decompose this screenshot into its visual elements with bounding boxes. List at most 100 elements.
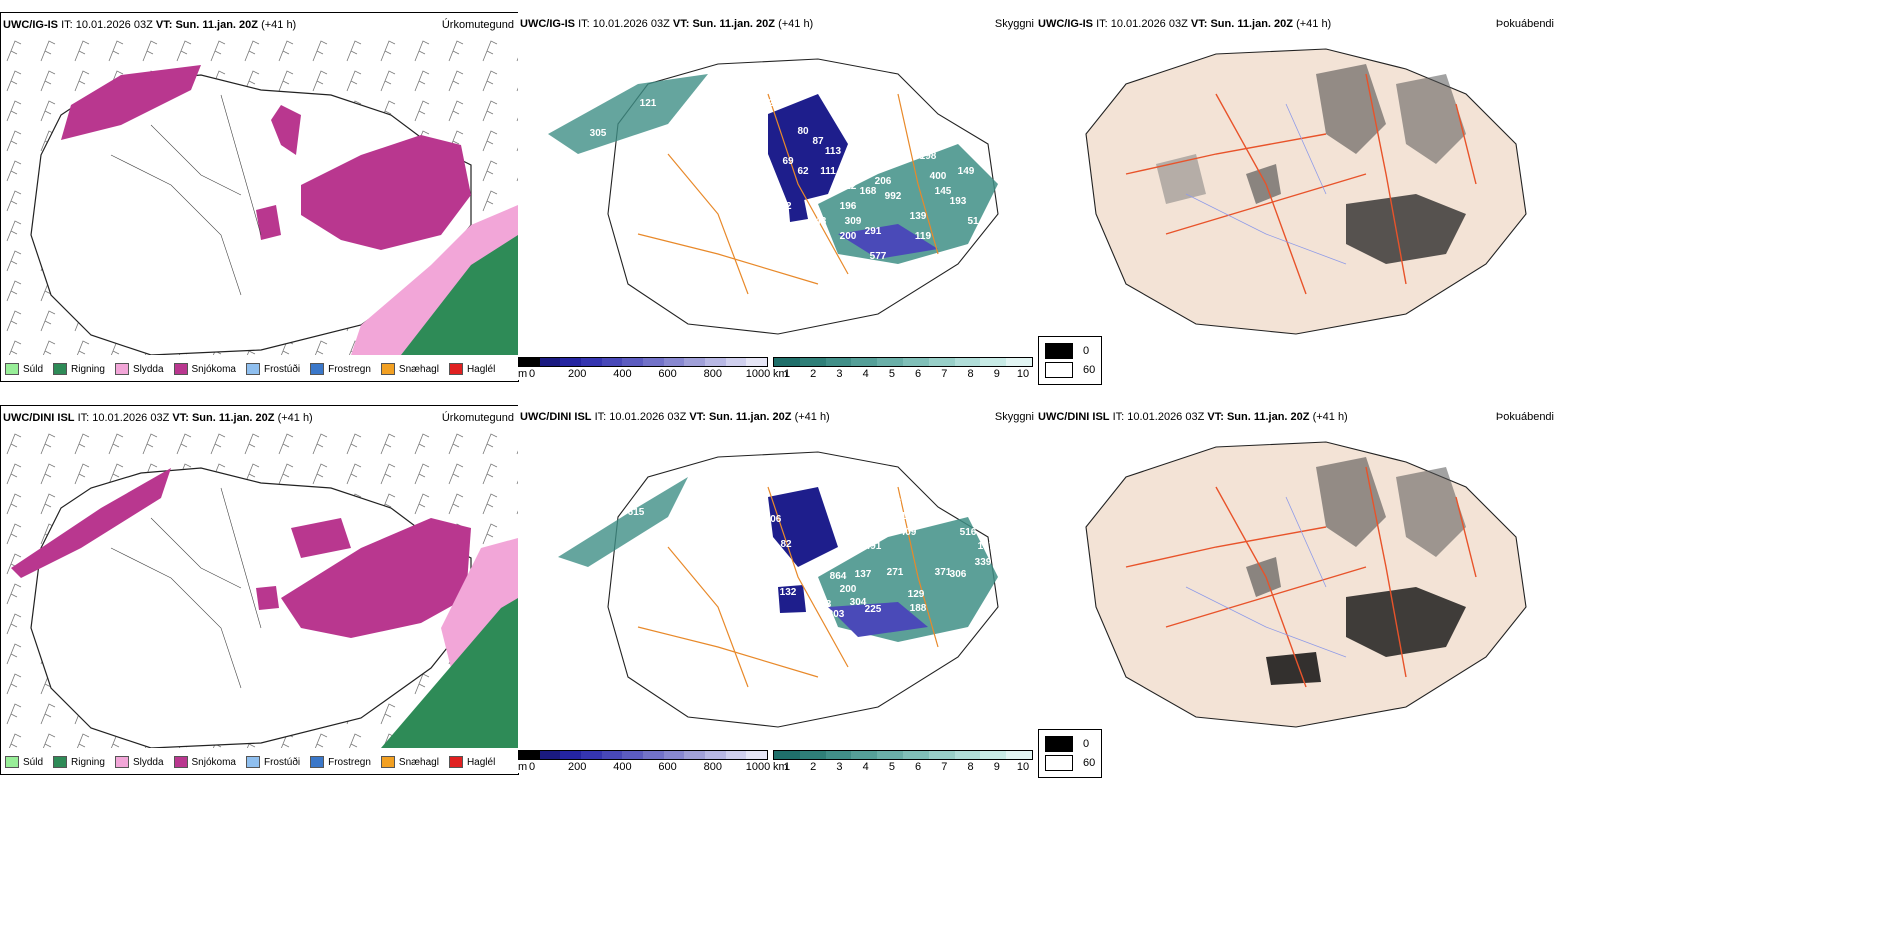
colorbar-step	[622, 358, 644, 366]
colorbar-tick: 7	[941, 368, 948, 380]
colorbar-step	[539, 751, 561, 759]
legend-label: Slydda	[132, 756, 164, 768]
legend-label: Snæhagl	[398, 756, 439, 768]
legend-item: Snæhagl	[380, 756, 439, 768]
visibility-value-label: 82	[780, 539, 792, 550]
visibility-value-label: 400	[930, 171, 947, 182]
colorbar-tick: 200	[568, 368, 587, 380]
colorbar-tick: 1	[783, 761, 791, 773]
colorbar-tick: 5	[888, 368, 895, 380]
colorbar-step	[825, 358, 852, 366]
colorbar-step	[1006, 358, 1032, 366]
colorbar-step	[928, 751, 955, 759]
visibility-value-label: 197	[978, 541, 995, 552]
panel-title: UWC/DINI ISL IT: 10.01.2026 03Z VT: Sun.…	[3, 412, 313, 424]
visibility-value-label: 82	[780, 201, 792, 212]
colorbar-tick: 10	[1016, 368, 1030, 380]
legend-swatch	[310, 363, 325, 375]
visibility-value-label: 168	[860, 186, 877, 197]
legend-label: Frostregn	[328, 756, 371, 768]
legend-swatch	[53, 756, 68, 768]
fog-legend-row: 0	[1045, 736, 1095, 752]
visibility-value-label: 577	[870, 251, 887, 262]
colorbar-step	[684, 358, 706, 366]
colorbar-tick: 1000	[745, 761, 771, 773]
legend-label: Rigning	[71, 756, 105, 768]
visibility-value-label: 113	[825, 146, 842, 157]
colorbar-tick: 3	[836, 761, 843, 773]
colorbar-strip	[773, 750, 1033, 760]
visibility-value-label: 305	[590, 128, 607, 139]
legend-item: Slydda	[114, 756, 164, 768]
legend-item: Snæhagl	[380, 363, 439, 375]
visibility-value-label: 516	[960, 527, 977, 538]
colorbar-tick: 1	[783, 368, 791, 380]
colorbar-tick: 0	[528, 761, 536, 773]
colorbar-strip	[518, 357, 768, 367]
colorbar-step	[601, 751, 623, 759]
legend-swatch	[5, 363, 19, 375]
fog-panel-top: UWC/IG-IS IT: 10.01.2026 03Z VT: Sun. 11…	[1036, 12, 1556, 385]
legend-label: Frostúði	[263, 756, 301, 768]
panel-right-label: Skyggni	[994, 18, 1034, 30]
colorbar-meters: m 0 200 400 600 800 1000	[518, 750, 771, 774]
colorbar-step	[725, 358, 747, 366]
visibility-value-label: 127	[730, 211, 747, 222]
panel-right-label: Skyggni	[994, 411, 1034, 423]
precip-panel-bottom: UWC/DINI ISL IT: 10.01.2026 03Z VT: Sun.…	[0, 405, 519, 775]
panel-title: UWC/IG-IS IT: 10.01.2026 03Z VT: Sun. 11…	[520, 18, 814, 30]
visibility-value-label: 200	[840, 584, 857, 595]
visibility-value-label: 69	[782, 156, 794, 167]
visibility-value-label: 225	[865, 604, 882, 615]
colorbar-tick: 6	[915, 761, 922, 773]
legend-swatch	[53, 363, 68, 375]
legend-label: Frostúði	[263, 363, 301, 375]
colorbar-step	[877, 751, 903, 759]
visibility-value-label: 488	[595, 512, 612, 523]
visibility-value-label: 491	[865, 541, 882, 552]
colorbar-ticks: m 0 200 400 600 800 1000	[518, 367, 770, 381]
colorbar-step	[774, 751, 800, 759]
fog-legend-swatch	[1045, 362, 1073, 378]
colorbar-step	[643, 751, 664, 759]
visibility-value-label: 271	[887, 567, 904, 578]
colorbar-step	[851, 751, 878, 759]
legend-item: Snjókoma	[173, 756, 236, 768]
legend-swatch	[173, 363, 188, 375]
colorbar-tick: 7	[941, 761, 948, 773]
visibility-value-label: 409	[900, 527, 917, 538]
visibility-value-label: 137	[855, 569, 872, 580]
fog-legend-swatch	[1045, 736, 1073, 752]
colorbar-step	[663, 358, 685, 366]
visibility-value-label: 62	[797, 166, 809, 177]
colorbar-step	[902, 751, 929, 759]
colorbar-tick: 9	[993, 761, 1000, 773]
colorbar-step	[684, 751, 706, 759]
precip-map	[1, 35, 518, 355]
legend-swatch	[173, 756, 188, 768]
colorbar-step	[519, 358, 540, 366]
visibility-value-label: 42	[762, 98, 774, 109]
colorbar-step	[746, 358, 768, 366]
colorbar-step	[705, 751, 726, 759]
colorbar-step	[560, 358, 582, 366]
visibility-map: 488 615 106 82 216 621 409 491 137 864 271 200 30422…	[558, 451, 999, 728]
fog-legend: 0 60	[1038, 336, 1103, 385]
legend-label: Haglél	[466, 756, 496, 768]
colorbar-step	[581, 751, 602, 759]
legend-swatch	[448, 756, 463, 768]
fog-map	[1085, 48, 1527, 335]
colorbar-step	[851, 358, 878, 366]
visibility-value-label: 132	[780, 587, 797, 598]
legend-swatch	[5, 756, 19, 768]
colorbar-step	[705, 358, 726, 366]
precip-legend: Súld Rigning Slydda Snjókoma Frostúði Frostre…	[5, 756, 495, 768]
legend-swatch	[245, 756, 260, 768]
legend-label: Snjókoma	[191, 363, 236, 375]
colorbar-tick: 9	[993, 368, 1000, 380]
visibility-panel-bottom: UWC/DINI ISL IT: 10.01.2026 03Z VT: Sun.…	[518, 405, 1036, 773]
visibility-panel-top: UWC/IG-IS IT: 10.01.2026 03Z VT: Sun. 11…	[518, 12, 1036, 380]
colorbar-tick: 4	[862, 368, 869, 380]
colorbar-step	[799, 751, 826, 759]
colorbar-step	[902, 358, 929, 366]
